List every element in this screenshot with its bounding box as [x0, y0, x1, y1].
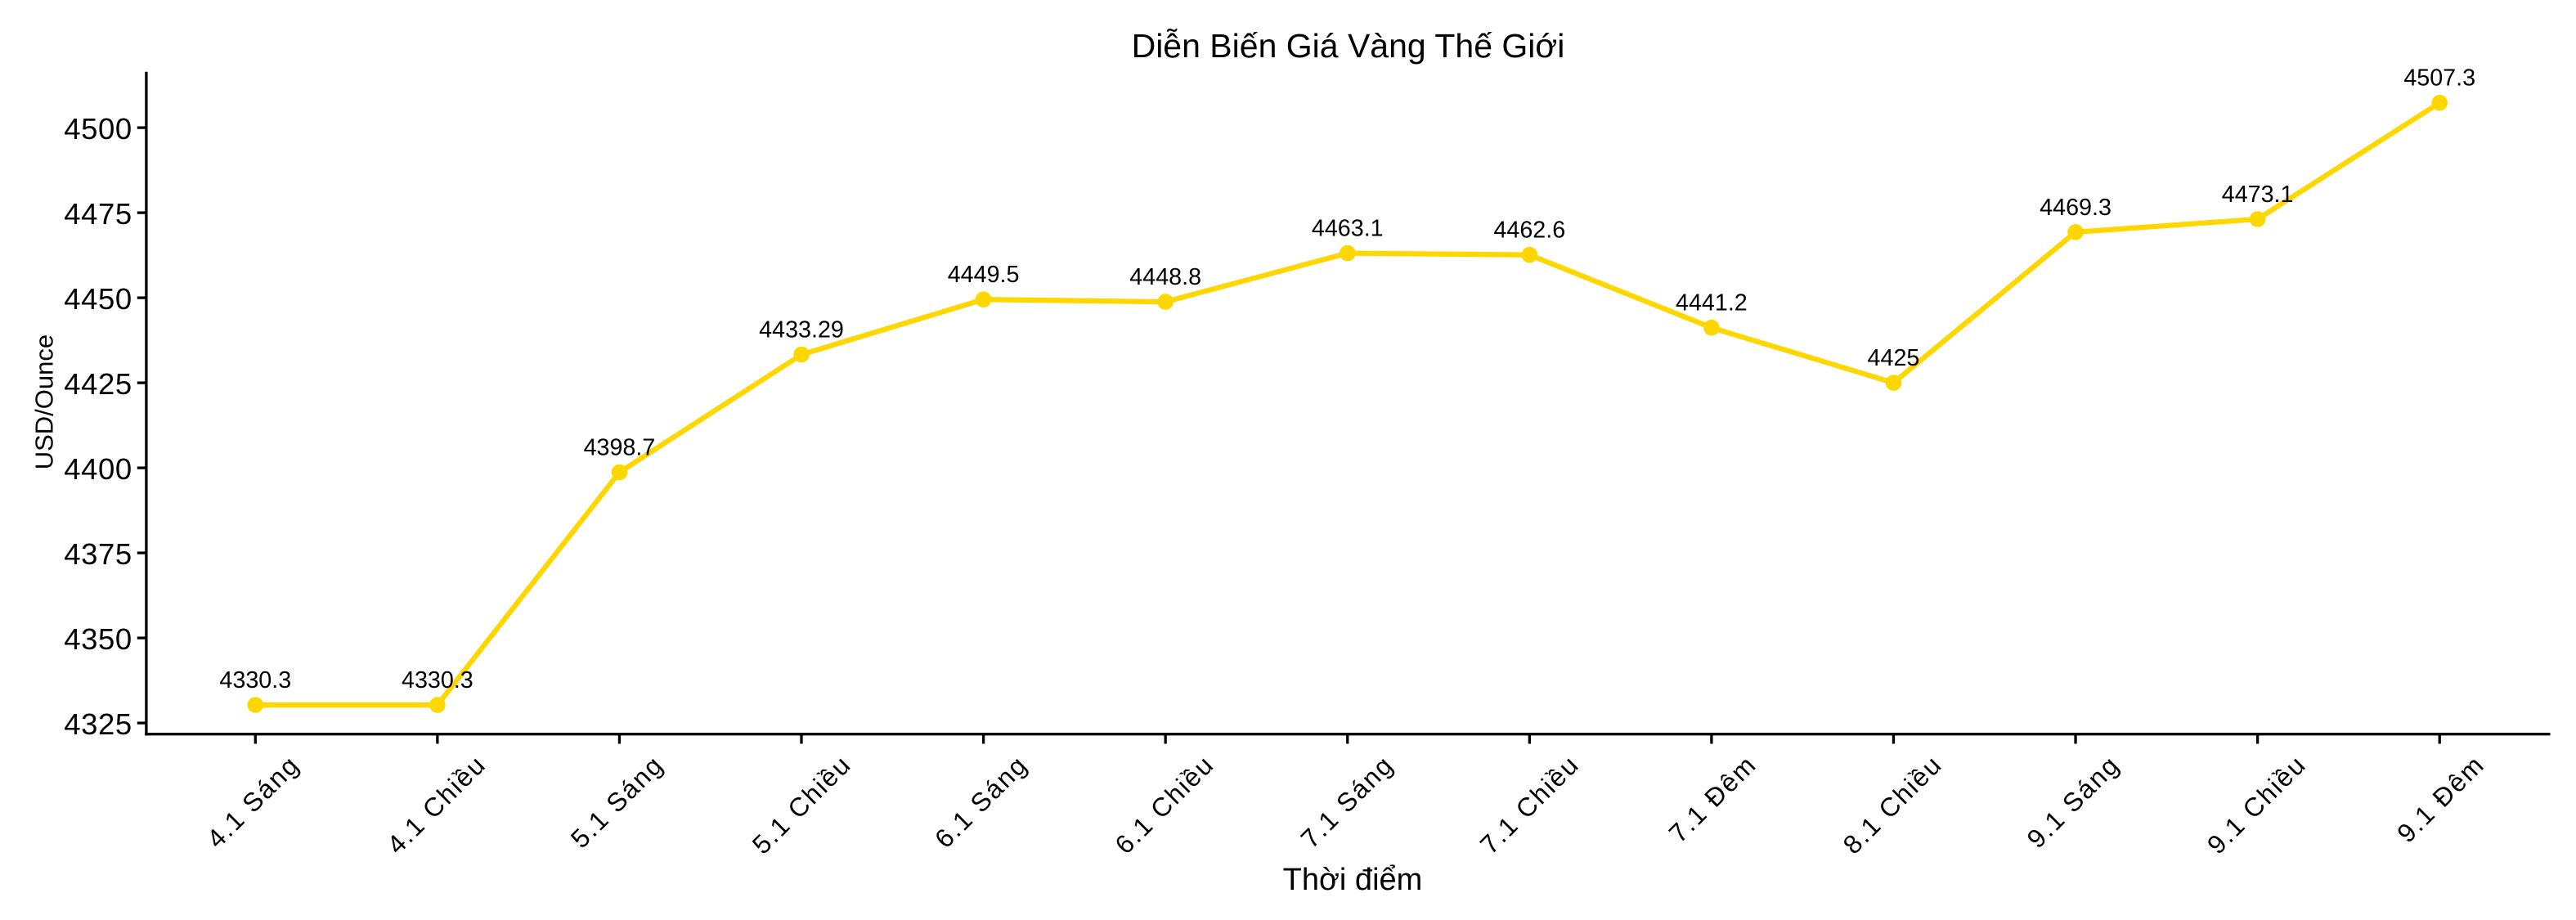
svg-text:4330.3: 4330.3 [402, 667, 473, 693]
svg-text:4463.1: 4463.1 [1312, 216, 1384, 242]
svg-text:4469.3: 4469.3 [2040, 195, 2112, 221]
svg-text:4500: 4500 [64, 112, 132, 146]
svg-text:4462.6: 4462.6 [1493, 218, 1565, 244]
svg-text:USD/Ounce: USD/Ounce [30, 334, 59, 469]
svg-text:4398.7: 4398.7 [584, 435, 656, 461]
svg-text:4330.3: 4330.3 [219, 667, 291, 693]
svg-text:4400: 4400 [64, 452, 132, 486]
svg-text:4433.29: 4433.29 [759, 317, 844, 343]
svg-text:4473.1: 4473.1 [2222, 182, 2294, 208]
svg-text:Diễn Biến Giá Vàng Thế Giới: Diễn Biến Giá Vàng Thế Giới [1132, 27, 1565, 65]
svg-text:4425: 4425 [1868, 345, 1920, 371]
svg-text:Thời điểm: Thời điểm [1283, 863, 1423, 897]
svg-text:4448.8: 4448.8 [1129, 264, 1201, 290]
svg-text:4325: 4325 [64, 707, 132, 741]
svg-text:4441.2: 4441.2 [1676, 290, 1748, 316]
svg-text:4450: 4450 [64, 282, 132, 316]
svg-text:4507.3: 4507.3 [2403, 65, 2475, 92]
svg-text:4449.5: 4449.5 [948, 262, 1020, 288]
svg-text:4475: 4475 [64, 197, 132, 231]
svg-text:4350: 4350 [64, 622, 132, 656]
svg-text:4425: 4425 [64, 367, 132, 401]
svg-text:4375: 4375 [64, 537, 132, 571]
